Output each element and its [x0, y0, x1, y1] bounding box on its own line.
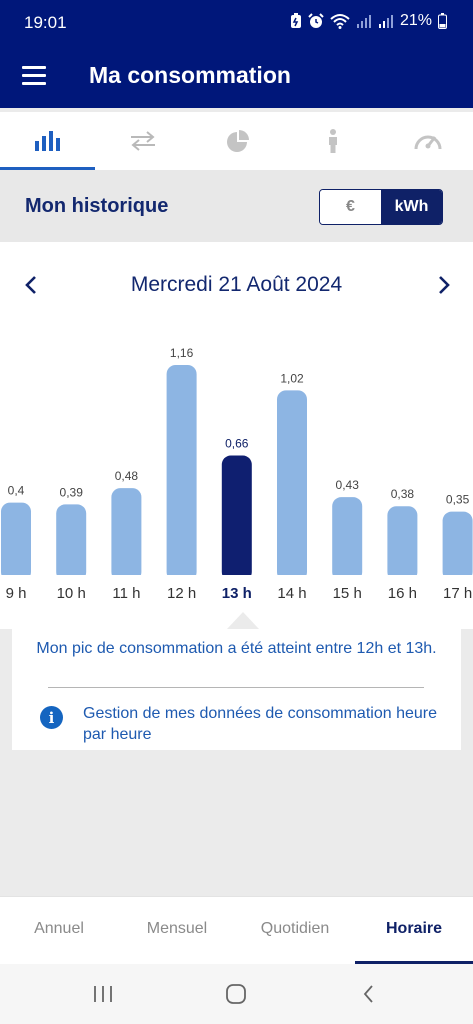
next-day-button[interactable] — [431, 272, 455, 298]
tab-horaire[interactable]: Horaire — [355, 897, 473, 964]
previous-day-button[interactable] — [20, 272, 44, 298]
bar-10h[interactable] — [56, 504, 87, 581]
tab-profile[interactable] — [285, 112, 380, 170]
tab-comparison[interactable] — [95, 112, 190, 170]
info-icon: i — [40, 706, 63, 729]
hour-label: 13 h — [222, 585, 252, 602]
selected-bar-pointer — [227, 612, 259, 629]
status-bar: 19:01 21% — [0, 0, 473, 46]
info-divider — [48, 687, 424, 688]
hour-label: 11 h — [112, 585, 140, 602]
hour-label: 9 h — [6, 585, 27, 602]
bar-16h[interactable] — [387, 506, 418, 581]
value-label: 1,02 — [280, 371, 304, 385]
value-label: 0,35 — [446, 493, 470, 507]
hour-label: 16 h — [388, 585, 417, 602]
battery-percent: 21% — [399, 12, 432, 29]
value-label: 0,4 — [8, 484, 25, 498]
hour-label: 12 h — [167, 585, 196, 602]
swap-arrows-icon — [130, 131, 155, 151]
hour-label: 15 h — [333, 585, 362, 602]
pie-chart-icon — [226, 130, 249, 152]
chevron-left-icon — [25, 276, 36, 294]
status-time: 19:01 — [24, 13, 67, 32]
baseline-mask — [0, 575, 473, 581]
value-label: 1,16 — [170, 346, 194, 360]
hourly-consumption-chart: 0,4 9 h 0,39 10 h 0,48 11 h 1,16 12 h 0,66 13 h 1,… — [0, 346, 473, 602]
hour-label: 10 h — [57, 585, 86, 602]
recent-apps-icon — [94, 986, 112, 1002]
bar-11h[interactable] — [111, 488, 142, 581]
data-management-link[interactable]: Gestion de mes données de consommation h… — [83, 705, 437, 743]
value-label: 0,38 — [391, 487, 415, 501]
bar-13h[interactable] — [221, 455, 252, 581]
period-tabs: Annuel Mensuel Quotidien Horaire — [0, 896, 473, 964]
person-icon — [328, 129, 337, 153]
bar-9h[interactable] — [1, 502, 31, 581]
value-label: 0,66 — [225, 437, 249, 451]
system-nav-bar — [0, 964, 473, 1024]
unit-toggle[interactable]: € kWh — [319, 189, 443, 225]
section-title: Mon historique — [25, 195, 169, 217]
app-title: Ma consommation — [89, 62, 291, 88]
app-bar: Ma consommation — [0, 46, 473, 108]
value-label: 0,39 — [60, 485, 84, 499]
current-date: Mercredi 21 Août 2024 — [130, 273, 343, 296]
menu-icon[interactable] — [22, 66, 48, 86]
tab-breakdown[interactable] — [190, 112, 285, 170]
kwh-button[interactable]: kWh — [381, 190, 442, 224]
battery-icon — [438, 13, 447, 29]
value-label: 0,43 — [336, 478, 360, 492]
hour-label: 14 h — [277, 585, 306, 602]
tab-mensuel[interactable]: Mensuel — [146, 920, 208, 937]
hour-label: 17 h — [443, 585, 472, 602]
alarm-icon — [308, 13, 324, 28]
peak-message: Mon pic de consommation a été atteint en… — [36, 640, 437, 657]
info-card — [12, 629, 461, 750]
bar-14h[interactable] — [277, 390, 307, 581]
bar-chart-icon — [34, 131, 60, 151]
tab-history[interactable] — [0, 112, 95, 170]
gauge-icon — [414, 135, 441, 150]
euro-button[interactable]: € — [320, 190, 381, 224]
bar-12h[interactable] — [166, 365, 197, 581]
tab-annuel[interactable]: Annuel — [34, 920, 84, 937]
recent-apps-button[interactable] — [83, 978, 123, 1010]
status-icons: 21% — [290, 12, 447, 30]
chevron-right-icon — [439, 276, 450, 294]
signal-icon — [356, 15, 371, 28]
back-button[interactable] — [349, 978, 389, 1010]
value-label: 0,48 — [115, 469, 139, 483]
back-icon — [363, 985, 373, 1003]
bar-15h[interactable] — [332, 497, 363, 581]
battery-saver-icon — [290, 13, 301, 28]
tab-bar — [0, 112, 473, 170]
home-button[interactable] — [216, 978, 256, 1010]
bar-17h[interactable] — [442, 511, 473, 581]
tab-gauge[interactable] — [380, 112, 473, 170]
wifi-icon — [330, 14, 350, 29]
signal-icon-2 — [378, 15, 393, 28]
home-icon — [226, 984, 246, 1004]
tab-quotidien[interactable]: Quotidien — [260, 920, 330, 937]
